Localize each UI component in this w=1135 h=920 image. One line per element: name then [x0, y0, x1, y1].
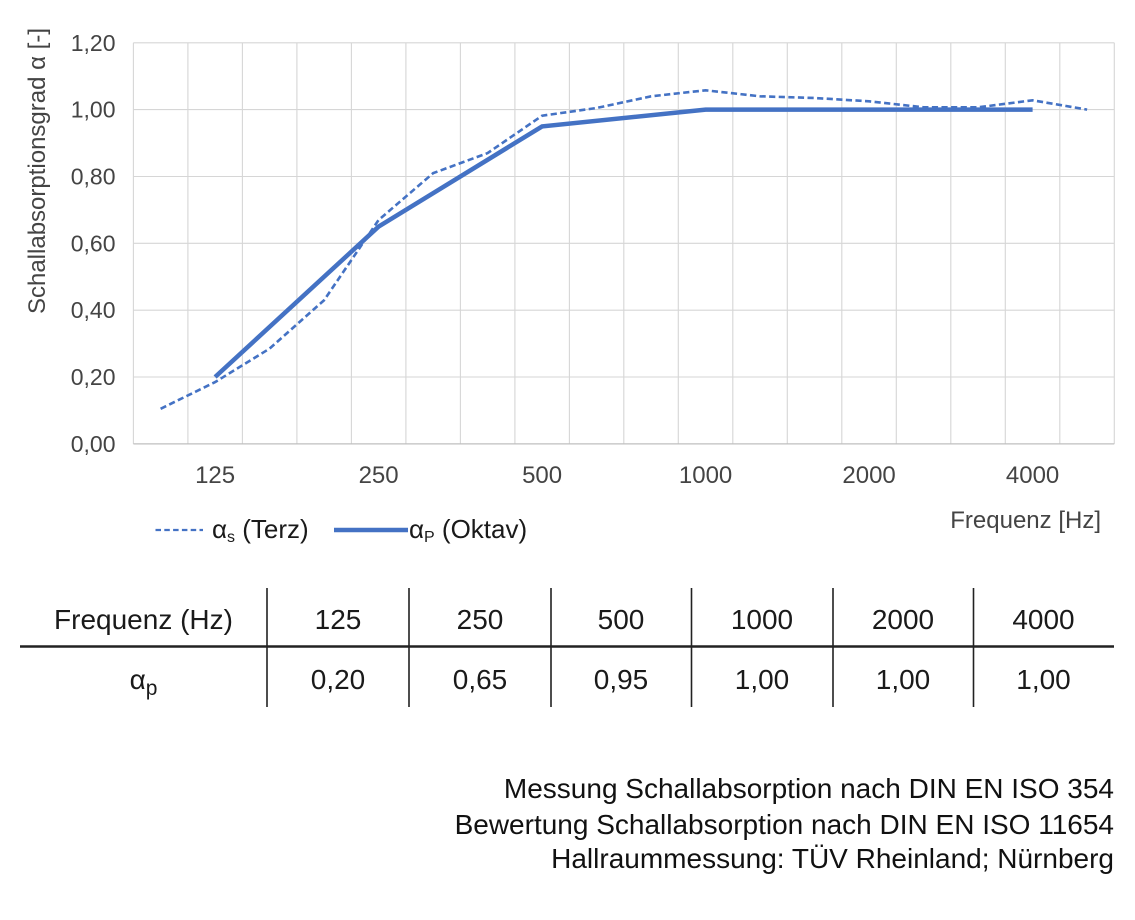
svg-text:0,60: 0,60 [71, 230, 116, 256]
svg-text:250: 250 [457, 604, 504, 635]
svg-text:0,00: 0,00 [71, 431, 116, 457]
svg-text:Messung Schallabsorption nach: Messung Schallabsorption nach DIN EN ISO… [504, 773, 1114, 804]
svg-text:0,65: 0,65 [453, 664, 508, 695]
svg-text:500: 500 [522, 462, 562, 489]
svg-text:1000: 1000 [679, 462, 732, 489]
svg-text:αs (Terz): αs (Terz) [212, 514, 309, 546]
svg-text:Schallabsorptionsgrad α [-]: Schallabsorptionsgrad α [-] [24, 28, 51, 314]
svg-text:1,20: 1,20 [71, 30, 116, 56]
svg-text:1,00: 1,00 [71, 97, 116, 123]
svg-text:250: 250 [359, 462, 399, 489]
svg-text:4000: 4000 [1012, 604, 1074, 635]
svg-text:1,00: 1,00 [876, 664, 931, 695]
svg-text:4000: 4000 [1006, 462, 1059, 489]
svg-text:1000: 1000 [731, 604, 793, 635]
svg-text:Hallraummessung: TÜV Rheinland: Hallraummessung: TÜV Rheinland; Nürnberg [551, 843, 1114, 874]
svg-text:0,80: 0,80 [71, 164, 116, 190]
svg-text:Frequenz [Hz]: Frequenz [Hz] [950, 507, 1101, 534]
svg-text:0,20: 0,20 [311, 664, 366, 695]
svg-text:0,20: 0,20 [71, 364, 116, 390]
svg-text:2000: 2000 [842, 462, 895, 489]
svg-text:Bewertung Schallabsorption nac: Bewertung Schallabsorption nach DIN EN I… [455, 809, 1114, 840]
svg-text:125: 125 [195, 462, 235, 489]
svg-text:2000: 2000 [872, 604, 934, 635]
svg-text:0,40: 0,40 [71, 297, 116, 323]
svg-text:Frequenz (Hz): Frequenz (Hz) [54, 604, 233, 635]
svg-text:1,00: 1,00 [735, 664, 790, 695]
svg-text:125: 125 [315, 604, 362, 635]
svg-text:1,00: 1,00 [1016, 664, 1071, 695]
svg-text:500: 500 [598, 604, 645, 635]
svg-text:0,95: 0,95 [594, 664, 649, 695]
